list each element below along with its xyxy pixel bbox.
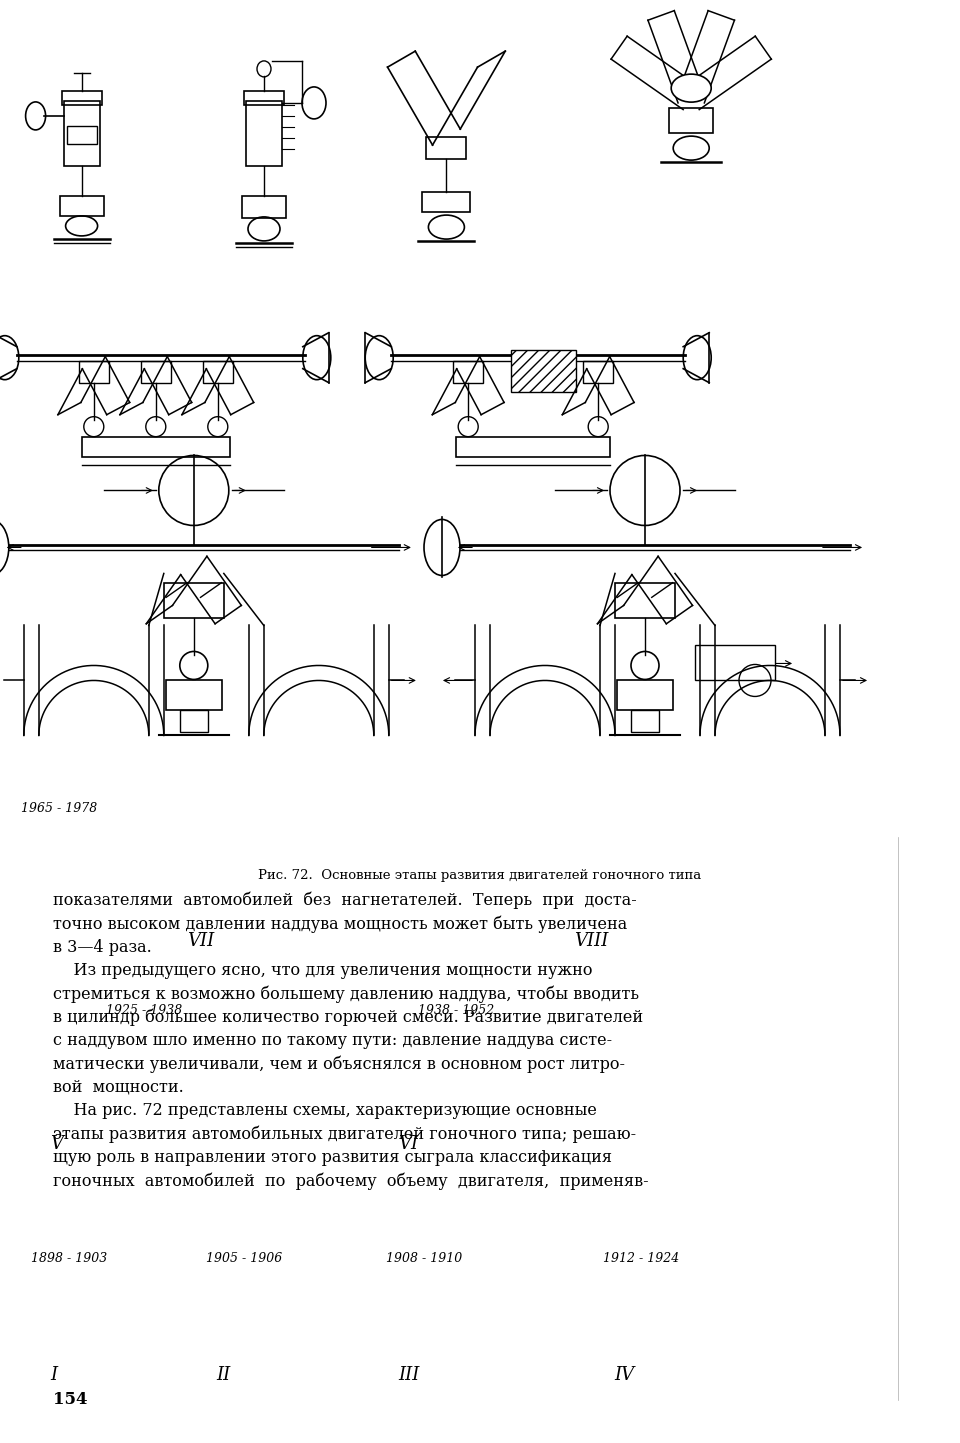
Text: 1925 - 1938: 1925 - 1938 [106,1003,181,1017]
Bar [82,437,229,456]
Text: щую роль в направлении этого развития сыграла классификация: щую роль в направлении этого развития сы… [53,1149,612,1166]
Bar [246,101,282,166]
Text: точно высоком давлении наддува мощность может быть увеличена: точно высоком давлении наддува мощность … [53,915,627,932]
Text: 1898 - 1903: 1898 - 1903 [31,1251,107,1266]
Bar [61,91,102,105]
Text: 1912 - 1924: 1912 - 1924 [603,1251,679,1266]
Text: V: V [50,1136,63,1153]
Text: 1938 - 1952: 1938 - 1952 [418,1003,493,1017]
Bar [166,681,222,710]
Text: III: III [398,1367,420,1384]
Bar [63,101,100,166]
Bar [164,583,224,619]
Text: матически увеличивали, чем и объяснялся в основном рост литро-: матически увеличивали, чем и объяснялся … [53,1055,625,1074]
Text: VI: VI [398,1136,419,1153]
Bar [695,645,775,681]
Text: 1965 - 1978: 1965 - 1978 [21,801,97,815]
Bar [66,126,97,144]
Bar [669,108,713,133]
Text: II: II [216,1367,230,1384]
Bar [615,583,675,619]
Text: 1905 - 1906: 1905 - 1906 [206,1251,282,1266]
Text: показателями  автомобилей  без  нагнетателей.  Теперь  при  доста-: показателями автомобилей без нагнетателе… [53,892,636,909]
Bar [426,137,467,159]
Bar [203,361,233,382]
Bar [180,710,207,733]
Ellipse shape [671,74,711,102]
Text: VIII: VIII [574,932,609,949]
Bar [617,681,673,710]
Text: вой  мощности.: вой мощности. [53,1079,183,1095]
Bar [511,349,576,391]
Text: гоночных  автомобилей  по  рабочему  объему  двигателя,  применяв-: гоночных автомобилей по рабочему объему … [53,1172,648,1190]
Text: 154: 154 [53,1391,87,1408]
Text: IV: IV [614,1367,635,1384]
Bar [244,91,284,105]
Text: с наддувом шло именно по такому пути: давление наддува систе-: с наддувом шло именно по такому пути: да… [53,1032,612,1049]
Text: VII: VII [187,932,214,949]
Bar [631,710,659,733]
Bar [456,437,611,456]
Text: Из предыдущего ясно, что для увеличения мощности нужно: Из предыдущего ясно, что для увеличения … [53,962,592,978]
Text: стремиться к возможно большему давлению наддува, чтобы вводить: стремиться к возможно большему давлению … [53,986,638,1003]
Bar [60,196,104,216]
Text: На рис. 72 представлены схемы, характеризующие основные: На рис. 72 представлены схемы, характери… [53,1102,597,1120]
Text: Рис. 72.  Основные этапы развития двигателей гоночного типа: Рис. 72. Основные этапы развития двигате… [258,869,702,883]
Bar [422,192,470,212]
Bar [453,361,483,382]
Text: в цилиндр большее количество горючей смеси. Развитие двигателей: в цилиндр большее количество горючей сме… [53,1009,643,1026]
Bar [584,361,613,382]
Bar [242,196,286,218]
Text: в 3—4 раза.: в 3—4 раза. [53,938,152,955]
Text: I: I [50,1367,57,1384]
Bar [141,361,171,382]
Text: 1908 - 1910: 1908 - 1910 [386,1251,462,1266]
Bar [79,361,108,382]
Text: этапы развития автомобильных двигателей гоночного типа; решаю-: этапы развития автомобильных двигателей … [53,1126,636,1143]
